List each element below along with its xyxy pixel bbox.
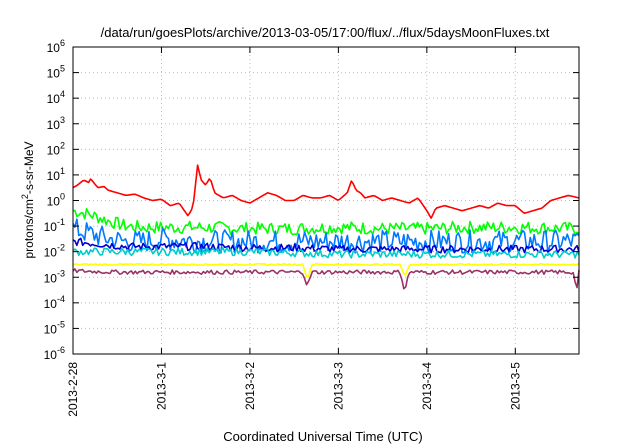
y-tick-exponent: -4 bbox=[57, 294, 65, 304]
y-tick-label: 10-5 bbox=[44, 319, 65, 336]
x-tick-label: 2013-3-1 bbox=[154, 362, 168, 410]
y-tick-exponent: 0 bbox=[60, 192, 65, 202]
y-tick-exponent: 3 bbox=[60, 115, 65, 125]
y-axis-label: protons/cm2-s-sr-MeV bbox=[20, 141, 36, 258]
y-tick-exponent: -1 bbox=[57, 217, 65, 227]
y-tick-base: 10 bbox=[44, 322, 58, 336]
y-tick-base: 10 bbox=[44, 246, 58, 260]
y-tick-label: 103 bbox=[47, 115, 65, 132]
y-tick-label: 105 bbox=[47, 64, 65, 81]
y-tick-label: 100 bbox=[47, 192, 65, 209]
y-axis: 10-610-510-410-310-210-11001011021031041… bbox=[44, 38, 579, 362]
y-tick-exponent: -6 bbox=[57, 345, 65, 355]
series-line-1 bbox=[72, 164, 580, 219]
series-line-6 bbox=[72, 262, 580, 278]
y-tick-exponent: 2 bbox=[60, 140, 65, 150]
y-tick-label: 101 bbox=[47, 166, 65, 183]
y-tick-base: 10 bbox=[47, 92, 61, 106]
y-tick-base: 10 bbox=[44, 220, 58, 234]
y-tick-exponent: 1 bbox=[60, 166, 65, 176]
y-tick-label: 10-3 bbox=[44, 268, 65, 285]
x-axis-label: Coordinated Universal Time (UTC) bbox=[223, 429, 422, 444]
chart-title: /data/run/goesPlots/archive/2013-03-05/1… bbox=[101, 25, 550, 40]
y-tick-base: 10 bbox=[44, 297, 58, 311]
y-tick-base: 10 bbox=[47, 67, 61, 81]
y-tick-exponent: -2 bbox=[57, 243, 65, 253]
y-tick-label: 10-4 bbox=[44, 294, 65, 311]
y-tick-base: 10 bbox=[47, 41, 61, 55]
y-tick-label: 104 bbox=[47, 89, 65, 106]
y-axis-label-base: protons/cm bbox=[22, 199, 36, 258]
series-line-2 bbox=[72, 208, 580, 236]
y-tick-label: 10-2 bbox=[44, 243, 65, 260]
y-tick-base: 10 bbox=[47, 195, 61, 209]
x-tick-label: 2013-3-5 bbox=[508, 362, 522, 410]
x-tick-label: 2013-2-28 bbox=[66, 362, 80, 417]
y-tick-label: 102 bbox=[47, 140, 65, 157]
y-tick-label: 10-6 bbox=[44, 345, 65, 362]
y-tick-exponent: 4 bbox=[60, 89, 65, 99]
y-tick-label: 10-1 bbox=[44, 217, 65, 234]
y-tick-base: 10 bbox=[47, 143, 61, 157]
series-line-4 bbox=[72, 237, 580, 254]
x-tick-label: 2013-3-2 bbox=[243, 362, 257, 410]
grid bbox=[73, 47, 579, 354]
y-tick-exponent: -5 bbox=[57, 319, 65, 329]
y-tick-exponent: 6 bbox=[60, 38, 65, 48]
y-tick-base: 10 bbox=[44, 271, 58, 285]
y-axis-label-sup: 2 bbox=[20, 194, 30, 199]
x-tick-label: 2013-3-3 bbox=[331, 362, 345, 410]
y-tick-base: 10 bbox=[47, 169, 61, 183]
y-tick-label: 106 bbox=[47, 38, 65, 55]
y-tick-base: 10 bbox=[44, 348, 58, 362]
x-tick-label: 2013-3-4 bbox=[420, 362, 434, 410]
series-line-5 bbox=[72, 247, 580, 259]
y-axis-label-rest: -s-sr-MeV bbox=[22, 141, 36, 194]
y-tick-exponent: 5 bbox=[60, 64, 65, 74]
series-group bbox=[72, 164, 580, 290]
y-tick-base: 10 bbox=[47, 118, 61, 132]
series-line-7 bbox=[72, 268, 580, 290]
y-tick-exponent: -3 bbox=[57, 268, 65, 278]
x-axis: 2013-2-28 2013-3-1 2013-3-2 2013-3-3 2013-3-… bbox=[66, 47, 522, 417]
